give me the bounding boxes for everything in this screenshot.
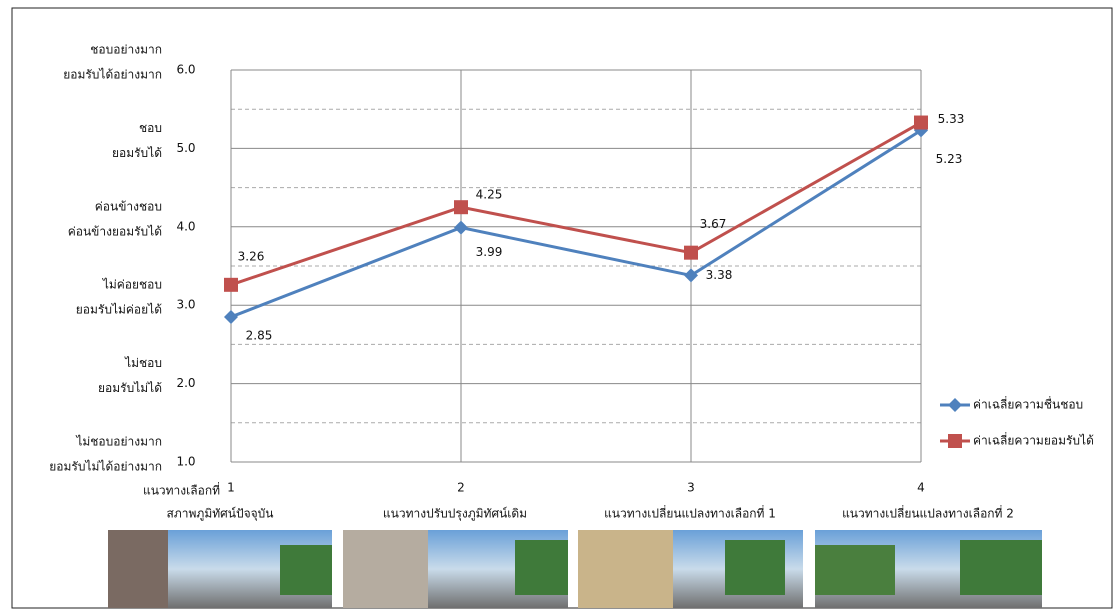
x-description: สภาพภูมิทัศน์ปัจจุบัน <box>167 507 274 522</box>
data-label: 4.25 <box>476 188 503 202</box>
y-level-label: ชอบอย่างมาก <box>90 43 162 57</box>
point <box>224 277 238 292</box>
y-tick-label: 5.0 <box>176 141 195 155</box>
y-level-label: ค่อนข้างยอมรับได้ <box>68 224 162 238</box>
photo-building <box>343 530 428 608</box>
point <box>224 309 238 324</box>
x-tick-label: 4 <box>917 481 925 495</box>
legend-label: ค่าเฉลี่ยความยอมรับได้ <box>973 432 1094 448</box>
x-description: แนวทางเปลี่ยนแปลงทางเลือกที่ 1 <box>604 505 776 521</box>
data-label: 5.33 <box>938 112 965 126</box>
point <box>914 115 928 130</box>
data-label: 2.85 <box>246 328 273 342</box>
y-level-label: ยอมรับไม่ค่อยได้ <box>76 303 162 317</box>
photo-building <box>108 530 168 608</box>
point <box>684 268 698 283</box>
x-tick-label: 1 <box>227 481 235 495</box>
data-label: 3.67 <box>700 217 727 231</box>
data-label: 3.38 <box>706 268 733 282</box>
photos <box>108 530 1042 608</box>
y-level-label: ไม่ค่อยชอบ <box>102 278 162 292</box>
x-description: แนวทางปรับปรุงภูมิทัศน์เดิม <box>383 507 527 522</box>
photo-building <box>578 530 673 608</box>
photo-tree <box>815 545 895 595</box>
y-level-label: ไม่ชอบอย่างมาก <box>75 435 162 449</box>
y-tick-label: 6.0 <box>176 63 195 77</box>
point <box>454 220 468 235</box>
data-label: 3.26 <box>238 249 265 263</box>
photo-tree <box>515 540 568 595</box>
x-tick-label: 2 <box>457 481 465 495</box>
x-tick-label: 3 <box>687 481 695 495</box>
y-tick-label: 3.0 <box>176 298 195 312</box>
y-level-label: ไม่ชอบ <box>124 356 162 370</box>
data-label: 5.23 <box>936 152 963 166</box>
y-tick-label: 4.0 <box>176 219 195 233</box>
photo-tree <box>725 540 785 595</box>
photo-tree <box>280 545 332 595</box>
y-tick-label: 2.0 <box>176 376 195 390</box>
legend-marker <box>948 398 962 412</box>
y-level-label: ค่อนข้างชอบ <box>95 199 162 213</box>
x-description: แนวทางเปลี่ยนแปลงทางเลือกที่ 2 <box>842 505 1014 521</box>
point <box>684 245 698 260</box>
y-level-label: ชอบ <box>139 121 162 135</box>
x-prefix: แนวทางเลือกที่ <box>143 482 220 498</box>
y-level-label: ยอมรับไม่ได้อย่างมาก <box>49 460 162 474</box>
y-level-label: ยอมรับได้ <box>112 146 162 160</box>
y-level-label: ยอมรับได้อย่างมาก <box>63 68 162 82</box>
point <box>454 200 468 215</box>
photo-tree <box>960 540 1042 595</box>
series-line <box>230 121 922 287</box>
y-tick-label: 1.0 <box>176 455 195 469</box>
legend-label: ค่าเฉลี่ยความชื่นชอบ <box>973 396 1083 412</box>
series-line <box>230 129 922 319</box>
y-level-label: ยอมรับไม่ได้ <box>98 381 162 395</box>
data-label: 3.99 <box>476 245 503 259</box>
legend-marker <box>948 434 962 448</box>
